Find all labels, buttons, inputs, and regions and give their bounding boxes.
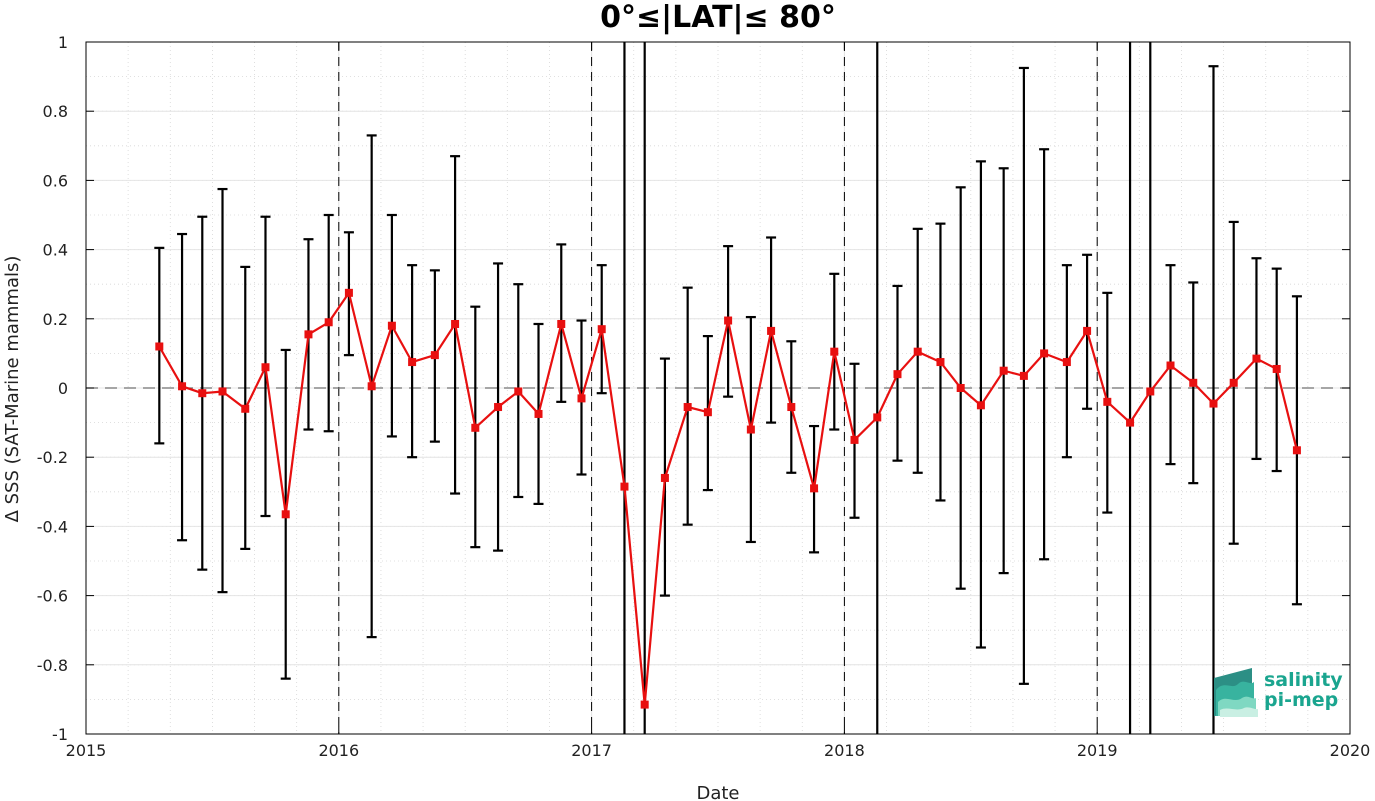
data-point-marker	[471, 423, 480, 432]
data-point-marker	[1252, 354, 1261, 363]
data-point-marker	[1272, 364, 1281, 373]
data-point-marker	[830, 347, 839, 356]
data-point-marker	[1019, 371, 1028, 380]
data-point-marker	[1062, 358, 1071, 367]
data-point-marker	[976, 401, 985, 410]
logo-text-pimep: pi-mep	[1264, 689, 1338, 711]
data-point-marker	[620, 482, 629, 491]
x-axis-label: Date	[696, 783, 739, 801]
data-point-marker	[218, 387, 227, 396]
data-point-marker	[1292, 446, 1301, 455]
y-axis-label: Δ SSS (SAT-Marine mammals)	[2, 256, 23, 523]
data-point-marker	[703, 408, 712, 417]
data-point-marker	[344, 288, 353, 297]
data-point-marker	[787, 403, 796, 412]
x-tick-label: 2020	[1330, 741, 1371, 760]
x-axis-ticks: 2015 2016 2017 2018 2019 2020	[66, 42, 1371, 760]
x-tick-label: 2016	[318, 741, 359, 760]
data-point-marker	[178, 382, 187, 391]
y-tick-label: 0	[58, 379, 68, 398]
data-point-marker	[936, 358, 945, 367]
y-axis-ticks: 1 0.8 0.6 0.4 0.2 0 -0.2 -0.4 -0.6 -0.8 -1	[37, 33, 1350, 744]
data-point-marker	[1146, 387, 1155, 396]
y-tick-label: -0.2	[37, 448, 68, 467]
logo-wave-icon	[1214, 668, 1258, 717]
data-point-marker	[155, 342, 164, 351]
data-point-marker	[724, 316, 733, 325]
data-point-marker	[408, 358, 417, 367]
data-point-marker	[1166, 361, 1175, 370]
data-point-marker	[810, 484, 819, 493]
data-point-marker	[660, 473, 669, 482]
data-point-marker	[640, 700, 649, 709]
y-tick-label: -0.8	[37, 656, 68, 675]
data-point-marker	[324, 318, 333, 327]
data-point-marker	[913, 347, 922, 356]
data-markers	[155, 288, 1301, 709]
data-point-marker	[534, 409, 543, 418]
y-tick-label: -0.4	[37, 517, 68, 536]
data-point-marker	[198, 389, 207, 398]
data-point-marker	[1126, 418, 1135, 427]
y-tick-label: 0.4	[43, 241, 68, 260]
data-point-marker	[893, 370, 902, 379]
data-point-marker	[494, 403, 503, 412]
data-point-marker	[956, 384, 965, 392]
chart-title: 0°≤|LAT|≤ 80°	[600, 0, 836, 35]
data-point-marker	[387, 321, 396, 330]
data-point-marker	[1040, 349, 1049, 358]
data-point-marker	[999, 366, 1008, 375]
x-tick-label: 2015	[66, 741, 107, 760]
y-tick-label: 0.2	[43, 310, 68, 329]
data-point-marker	[1103, 397, 1112, 406]
data-point-marker	[850, 435, 859, 444]
data-point-marker	[1083, 326, 1092, 335]
logo-text-salinity: salinity	[1264, 669, 1343, 691]
y-tick-label: 1	[58, 33, 68, 52]
data-point-marker	[1209, 399, 1218, 408]
x-tick-label: 2018	[824, 741, 865, 760]
data-point-marker	[577, 394, 586, 403]
data-point-marker	[281, 510, 290, 519]
y-tick-label: 0.6	[43, 171, 68, 190]
data-point-marker	[597, 325, 606, 334]
salinity-pi-mep-logo: salinity pi-mep	[1214, 668, 1343, 717]
x-tick-label: 2019	[1077, 741, 1118, 760]
data-point-marker	[430, 351, 439, 360]
y-tick-label: -1	[52, 725, 68, 744]
data-point-marker	[767, 326, 776, 335]
data-point-marker	[873, 413, 882, 422]
data-point-marker	[557, 319, 566, 328]
data-point-marker	[367, 382, 376, 391]
data-point-marker	[241, 404, 250, 413]
data-point-marker	[1229, 378, 1238, 387]
data-point-marker	[683, 403, 692, 412]
data-point-marker	[1189, 378, 1198, 387]
data-point-marker	[451, 319, 460, 328]
data-point-marker	[261, 363, 270, 372]
data-point-marker	[746, 425, 755, 434]
x-tick-label: 2017	[571, 741, 612, 760]
data-point-marker	[514, 387, 523, 396]
data-point-marker	[304, 330, 313, 339]
y-tick-label: 0.8	[43, 102, 68, 121]
y-tick-label: -0.6	[37, 587, 68, 606]
